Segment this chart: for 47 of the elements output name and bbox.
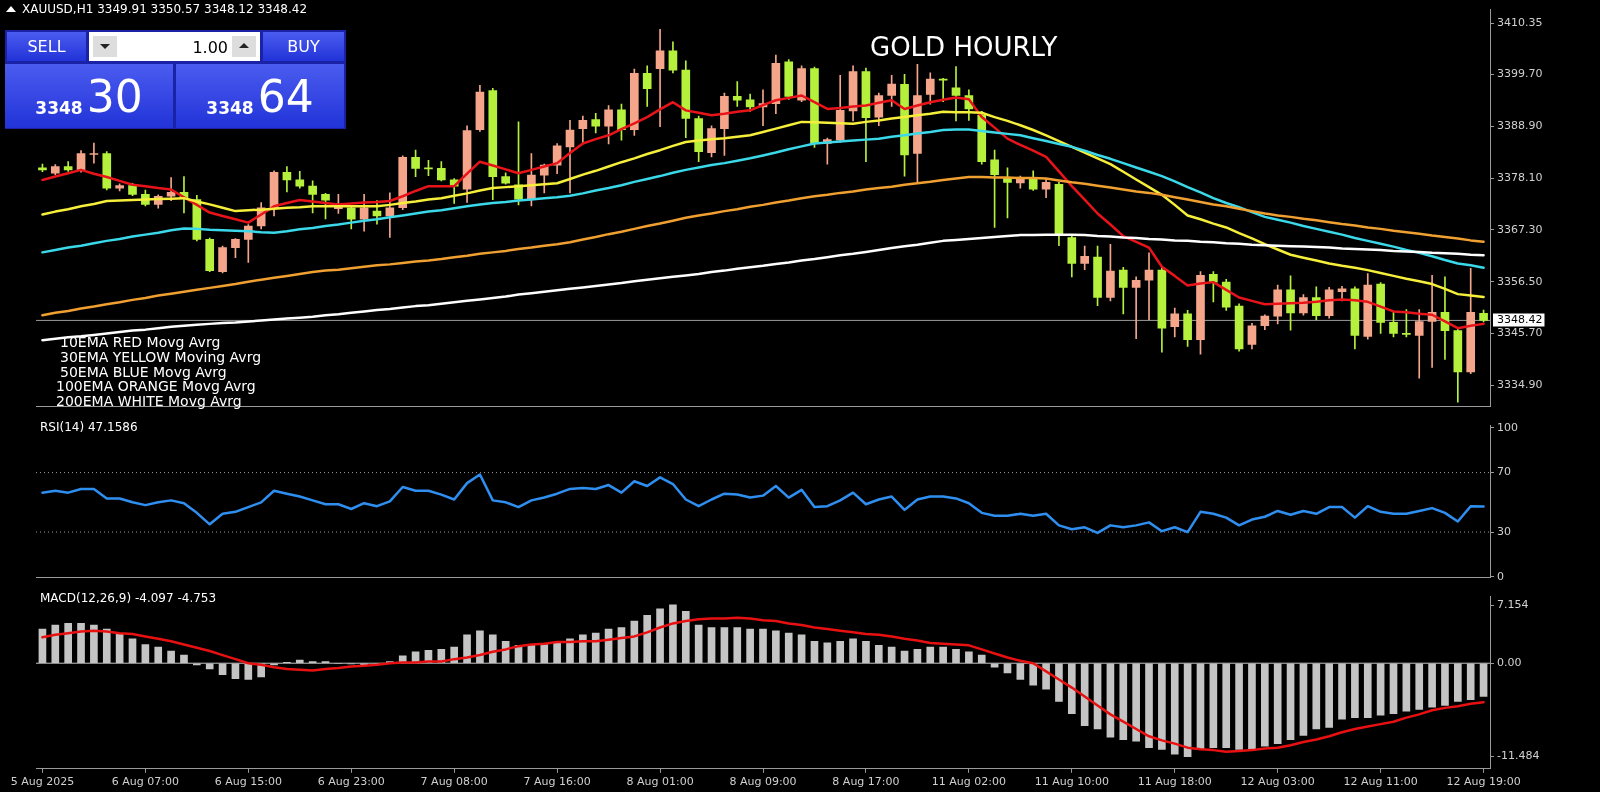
annotation: XAUUSD,H1 3349.91 3350.57 3348.12 3348.42 bbox=[22, 2, 308, 16]
y-tick-label: 3367.30 bbox=[1497, 222, 1543, 236]
text: GOLD HOURLY bbox=[870, 32, 1058, 62]
y-tick-label: 100 bbox=[1497, 420, 1518, 434]
x-tick-label: 12 Aug 11:00 bbox=[1343, 775, 1418, 789]
y-tick-label: 3345.70 bbox=[1497, 326, 1543, 340]
buy-button: BUY bbox=[263, 32, 344, 61]
y-tick-label: 3410.35 bbox=[1497, 16, 1543, 30]
x-tick-label: 8 Aug 09:00 bbox=[729, 775, 797, 789]
y-tick-label: 0.00 bbox=[1497, 656, 1522, 670]
ref-line-label: 3348.42 bbox=[1497, 313, 1543, 327]
y-tick-label: 0 bbox=[1497, 569, 1504, 583]
buy-price-box: 3348 64 bbox=[176, 64, 344, 128]
x-tick-label: 7 Aug 08:00 bbox=[420, 775, 488, 789]
y-tick-label: 7.154 bbox=[1497, 597, 1529, 611]
x-tick-label: 6 Aug 15:00 bbox=[214, 775, 282, 789]
x-tick-label: 8 Aug 01:00 bbox=[626, 775, 694, 789]
sell-price-box: 3348 30 bbox=[5, 64, 173, 128]
x-tick-label: 12 Aug 03:00 bbox=[1240, 775, 1315, 789]
y-tick-label: 3388.90 bbox=[1497, 119, 1543, 133]
y-tick-label: 3334.90 bbox=[1497, 378, 1543, 392]
annotation: 3348 bbox=[35, 98, 83, 118]
y-tick-label: 30 bbox=[1497, 524, 1511, 538]
lot-field: 1.00 bbox=[89, 32, 260, 61]
x-tick-label: 11 Aug 10:00 bbox=[1034, 775, 1109, 789]
y-tick-label: -11.484 bbox=[1497, 749, 1540, 763]
y-tick-label: 3378.10 bbox=[1497, 170, 1543, 184]
y-tick-label: 3356.50 bbox=[1497, 274, 1543, 288]
x-tick-label: 6 Aug 07:00 bbox=[111, 775, 179, 789]
annotation: 200EMA WHITE Movg Avrg bbox=[56, 393, 242, 410]
x-tick-label: 6 Aug 23:00 bbox=[317, 775, 385, 789]
annotation: 10EMA RED Movg Avrg bbox=[60, 334, 221, 350]
x-tick-label: 5 Aug 2025 bbox=[10, 775, 75, 789]
x-tick-label: 8 Aug 17:00 bbox=[832, 775, 900, 789]
annotation: 1.00 bbox=[192, 38, 228, 57]
annotation: 30 bbox=[86, 71, 143, 122]
y-tick-label: 3399.70 bbox=[1497, 67, 1543, 81]
x-tick-label: 11 Aug 18:00 bbox=[1137, 775, 1212, 789]
annotation: 3348 bbox=[206, 98, 254, 118]
x-tick-label: 7 Aug 16:00 bbox=[523, 775, 591, 789]
sell-button: SELL bbox=[7, 32, 86, 61]
x-tick-label: 11 Aug 02:00 bbox=[931, 775, 1006, 789]
chart-title: RSI(14) 47.1586 bbox=[40, 420, 138, 434]
annotation: 64 bbox=[257, 71, 314, 122]
chart-title: MACD(12,26,9) -4.097 -4.753 bbox=[40, 591, 217, 605]
y-tick-label: 70 bbox=[1497, 465, 1511, 479]
x-tick-label: 12 Aug 19:00 bbox=[1446, 775, 1521, 789]
